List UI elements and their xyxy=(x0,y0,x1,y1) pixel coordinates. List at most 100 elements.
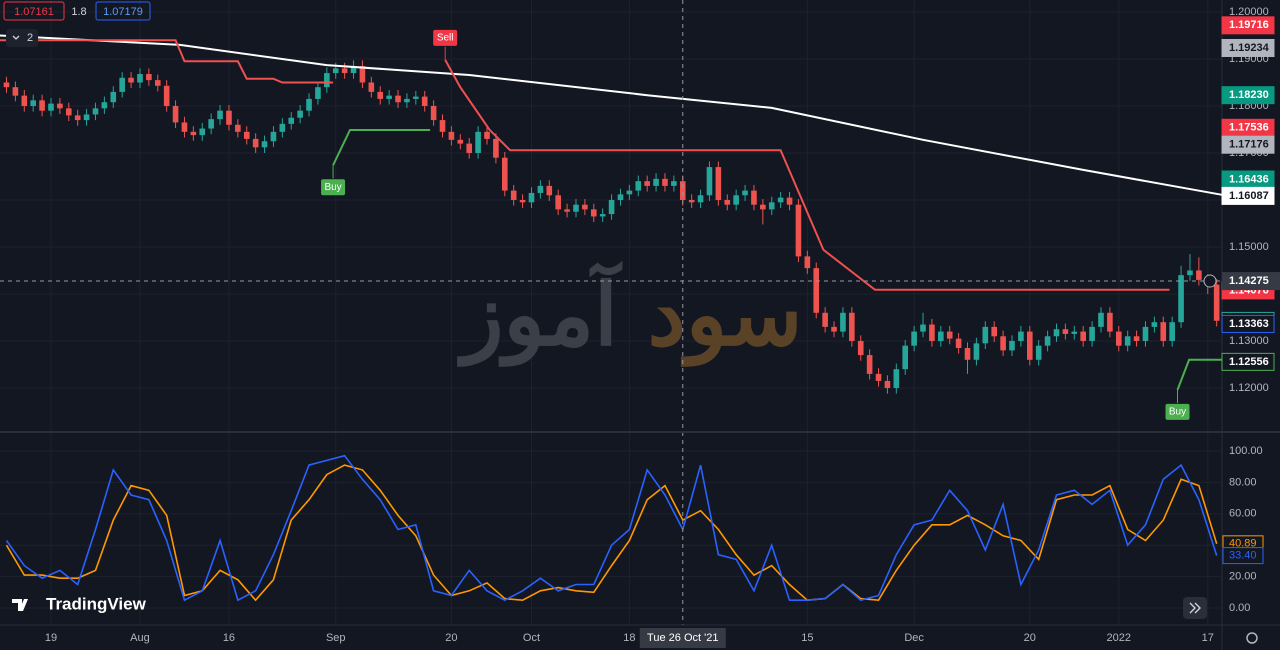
price-label: 1.18230 xyxy=(1229,89,1269,101)
settings-button[interactable] xyxy=(1246,632,1258,644)
price-label: 1.17176 xyxy=(1229,139,1269,151)
indicator-count: 2 xyxy=(27,32,33,44)
candle-body xyxy=(421,96,428,106)
candle-body xyxy=(65,108,72,116)
candle-body xyxy=(1062,329,1069,334)
crosshair-time-box xyxy=(639,628,726,648)
candle-body xyxy=(795,204,802,257)
candle-body xyxy=(172,105,179,123)
y-tick-label: 60.00 xyxy=(1229,508,1257,520)
candle-body xyxy=(288,117,295,124)
candle-body xyxy=(875,373,882,381)
oscillator-line xyxy=(5,454,1218,602)
candle-body xyxy=(768,202,775,210)
candle-body xyxy=(546,185,553,196)
brand-logo xyxy=(12,599,28,611)
y-tick-label: 1.13000 xyxy=(1229,335,1269,347)
plot-layer: Sell Buy Buy xyxy=(0,0,1223,625)
candle-body xyxy=(582,204,588,210)
candle-body xyxy=(252,138,259,148)
price-label: 1.16087 xyxy=(1229,190,1269,202)
value-label-box xyxy=(1222,547,1264,565)
y-tick-label: 0.00 xyxy=(1229,602,1250,614)
candle-body xyxy=(1169,322,1175,341)
chevron-icon xyxy=(12,35,20,40)
candle-body xyxy=(332,68,339,74)
y-tick-label: 20.00 xyxy=(1229,571,1257,583)
candle-body xyxy=(92,108,99,115)
candle-body xyxy=(742,190,748,196)
candle-body xyxy=(475,131,481,153)
candle-body xyxy=(662,178,668,186)
candle-body xyxy=(1026,331,1033,360)
candle-body xyxy=(1133,336,1140,341)
candle-body xyxy=(3,82,10,88)
candle-body xyxy=(697,195,704,203)
price-label-box xyxy=(1221,38,1275,57)
candle-body xyxy=(1142,326,1149,341)
candle-body xyxy=(573,204,579,212)
x-tick-label: 20 xyxy=(445,632,457,644)
candle-body xyxy=(510,190,517,200)
candle-body xyxy=(564,209,570,212)
candle-body xyxy=(110,91,117,103)
candle-body xyxy=(1160,322,1167,341)
candle-body xyxy=(297,110,303,118)
candle-body xyxy=(777,197,784,203)
candle-body xyxy=(430,105,437,121)
candle-body xyxy=(946,331,953,339)
candle-body xyxy=(74,115,81,121)
candle-body xyxy=(608,199,615,215)
candle-body xyxy=(163,85,170,106)
price-label: 1.16436 xyxy=(1229,173,1269,185)
candle-body xyxy=(154,80,161,86)
candle-body xyxy=(1115,331,1122,346)
candle-body xyxy=(448,131,455,140)
candle-body xyxy=(493,138,499,158)
candle-body xyxy=(840,312,846,332)
candle-body xyxy=(991,326,998,337)
y-tick-label: 100.00 xyxy=(1229,445,1263,457)
candle-body xyxy=(457,139,464,144)
y-tick-label: 1.20000 xyxy=(1229,6,1269,18)
candle-body xyxy=(555,195,561,210)
ask-box[interactable] xyxy=(95,1,151,21)
candle-body xyxy=(128,77,134,83)
price-label-box xyxy=(1221,314,1275,333)
candle-body xyxy=(1151,322,1158,327)
candle-body xyxy=(39,100,45,111)
watermark: آموز xyxy=(457,261,623,368)
candle-body xyxy=(751,190,757,205)
oscillator-line xyxy=(5,464,1218,602)
candle-body xyxy=(786,197,793,205)
price-label-box xyxy=(1221,86,1275,105)
x-tick-label: 15 xyxy=(801,632,813,644)
axes-layer: 19 Aug 16 Sep 20 Oct 18 15 Dec 20 2022 171.200001.1… xyxy=(45,6,1280,648)
candle-body xyxy=(146,74,152,81)
price-label-box xyxy=(1221,186,1275,205)
candle-body xyxy=(377,91,384,99)
signal-badge xyxy=(433,29,458,46)
price-label-box xyxy=(1221,16,1275,35)
crosshair-price-box xyxy=(1222,272,1280,291)
candle-body xyxy=(884,380,891,388)
candle-body xyxy=(190,131,197,136)
bid-box[interactable] xyxy=(3,1,65,21)
y-tick-label: 1.15000 xyxy=(1229,241,1269,253)
candle-body xyxy=(1000,336,1006,351)
add-alert-button[interactable] xyxy=(1203,274,1217,288)
indicator-toggle[interactable] xyxy=(6,29,38,47)
candle-body xyxy=(964,348,971,360)
candle-body xyxy=(83,114,90,121)
candle-body xyxy=(315,87,321,99)
candle-body xyxy=(226,110,232,125)
price-label-box xyxy=(1221,135,1275,154)
x-tick-label: Oct xyxy=(523,632,540,644)
candle-body xyxy=(119,77,125,92)
candle-body xyxy=(955,338,962,349)
signal-label: Buy xyxy=(1169,407,1186,418)
candle-body xyxy=(1124,336,1131,346)
candle-body xyxy=(920,324,926,332)
candle-body xyxy=(715,167,722,200)
candle-body xyxy=(306,98,312,111)
